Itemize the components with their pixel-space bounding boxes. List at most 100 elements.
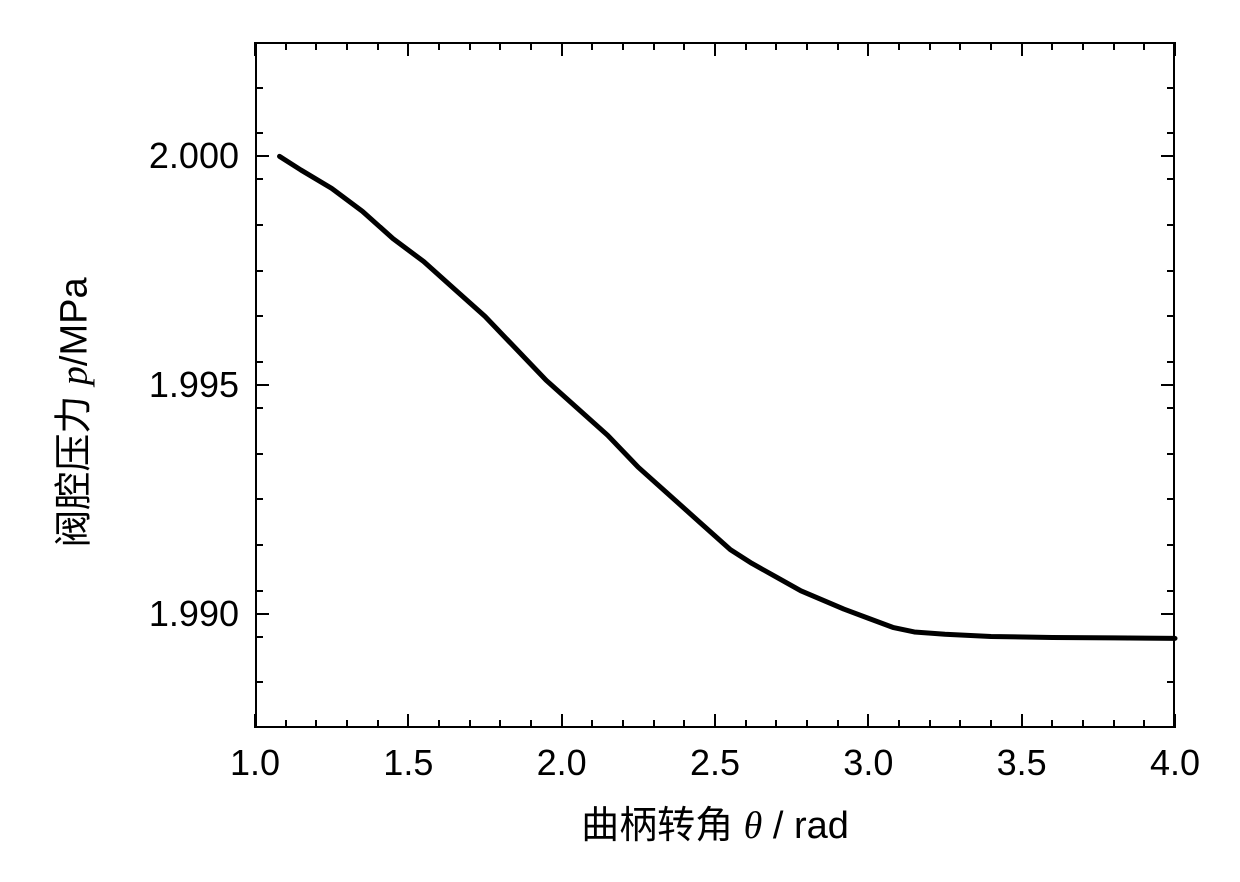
y-axis-label: 阀腔压力 p/MPa: [43, 277, 98, 547]
y-tick-minor: [255, 315, 263, 317]
x-axis-label: 曲柄转角 θ / rad: [581, 794, 849, 849]
x-tick-major-top: [714, 42, 716, 56]
y-tick-label: 1.995: [149, 364, 239, 406]
x-tick-minor-top: [438, 42, 440, 50]
x-tick-major-top: [867, 42, 869, 56]
x-tick-label: 4.0: [1150, 742, 1200, 784]
x-tick-minor-top: [530, 42, 532, 50]
y-tick-minor: [255, 270, 263, 272]
x-tick-minor: [929, 720, 931, 728]
x-tick-major-top: [1174, 42, 1176, 56]
x-tick-minor-top: [683, 42, 685, 50]
x-tick-minor-top: [1051, 42, 1053, 50]
x-tick-minor-top: [745, 42, 747, 50]
y-tick-minor: [255, 453, 263, 455]
x-tick-minor: [1051, 720, 1053, 728]
y-tick-minor-right: [1167, 315, 1175, 317]
y-tick-minor-right: [1167, 270, 1175, 272]
x-tick-minor-top: [837, 42, 839, 50]
x-tick-minor: [469, 720, 471, 728]
data-line: [0, 0, 1240, 882]
x-tick-major: [714, 714, 716, 728]
pressure-chart: 1.01.52.02.53.03.54.01.9901.9952.000 曲柄转…: [0, 0, 1240, 882]
x-tick-major: [254, 714, 256, 728]
y-tick-major-right: [1161, 613, 1175, 615]
x-tick-label: 1.0: [230, 742, 280, 784]
x-tick-minor: [806, 720, 808, 728]
x-tick-label: 3.0: [843, 742, 893, 784]
x-tick-minor: [346, 720, 348, 728]
x-tick-major-top: [561, 42, 563, 56]
x-tick-label: 2.0: [537, 742, 587, 784]
x-tick-major: [407, 714, 409, 728]
x-tick-minor: [837, 720, 839, 728]
x-tick-major: [1021, 714, 1023, 728]
x-tick-major-top: [1021, 42, 1023, 56]
x-tick-minor: [990, 720, 992, 728]
x-tick-minor-top: [1113, 42, 1115, 50]
x-tick-minor: [591, 720, 593, 728]
x-tick-label: 3.5: [997, 742, 1047, 784]
y-tick-minor-right: [1167, 178, 1175, 180]
x-tick-minor-top: [929, 42, 931, 50]
x-tick-minor-top: [990, 42, 992, 50]
y-tick-major-right: [1161, 384, 1175, 386]
y-tick-minor: [255, 132, 263, 134]
x-tick-minor: [622, 720, 624, 728]
y-tick-minor: [255, 590, 263, 592]
y-tick-minor: [255, 178, 263, 180]
x-tick-minor-top: [653, 42, 655, 50]
y-tick-minor: [255, 636, 263, 638]
y-tick-minor-right: [1167, 361, 1175, 363]
y-tick-label: 2.000: [149, 135, 239, 177]
x-tick-minor-top: [469, 42, 471, 50]
x-tick-minor: [1113, 720, 1115, 728]
x-tick-minor-top: [377, 42, 379, 50]
x-tick-minor: [1143, 720, 1145, 728]
x-tick-minor: [745, 720, 747, 728]
y-tick-minor-right: [1167, 544, 1175, 546]
y-tick-minor: [255, 407, 263, 409]
y-tick-major: [255, 613, 269, 615]
x-tick-minor: [959, 720, 961, 728]
x-tick-minor: [683, 720, 685, 728]
y-tick-major: [255, 384, 269, 386]
x-tick-minor-top: [898, 42, 900, 50]
x-tick-minor-top: [1082, 42, 1084, 50]
x-tick-major: [561, 714, 563, 728]
x-tick-minor-top: [591, 42, 593, 50]
y-tick-major-right: [1161, 155, 1175, 157]
x-tick-minor: [775, 720, 777, 728]
y-tick-minor: [255, 87, 263, 89]
x-tick-minor: [285, 720, 287, 728]
y-tick-minor-right: [1167, 453, 1175, 455]
y-tick-minor-right: [1167, 407, 1175, 409]
y-tick-minor: [255, 361, 263, 363]
y-tick-minor-right: [1167, 132, 1175, 134]
y-tick-minor-right: [1167, 87, 1175, 89]
x-tick-major-top: [254, 42, 256, 56]
x-tick-label: 1.5: [383, 742, 433, 784]
x-tick-minor-top: [285, 42, 287, 50]
x-tick-minor-top: [499, 42, 501, 50]
y-tick-minor: [255, 544, 263, 546]
y-tick-minor-right: [1167, 224, 1175, 226]
x-tick-minor: [499, 720, 501, 728]
x-tick-major: [1174, 714, 1176, 728]
y-tick-minor: [255, 224, 263, 226]
x-tick-minor-top: [622, 42, 624, 50]
x-tick-minor-top: [806, 42, 808, 50]
x-tick-minor-top: [315, 42, 317, 50]
x-tick-minor: [653, 720, 655, 728]
x-tick-minor: [898, 720, 900, 728]
x-tick-major-top: [407, 42, 409, 56]
y-tick-minor: [255, 681, 263, 683]
y-tick-minor-right: [1167, 498, 1175, 500]
x-tick-minor-top: [775, 42, 777, 50]
x-tick-major: [867, 714, 869, 728]
x-tick-minor: [315, 720, 317, 728]
y-tick-minor-right: [1167, 681, 1175, 683]
x-tick-minor: [438, 720, 440, 728]
y-tick-minor: [255, 498, 263, 500]
x-tick-minor: [530, 720, 532, 728]
